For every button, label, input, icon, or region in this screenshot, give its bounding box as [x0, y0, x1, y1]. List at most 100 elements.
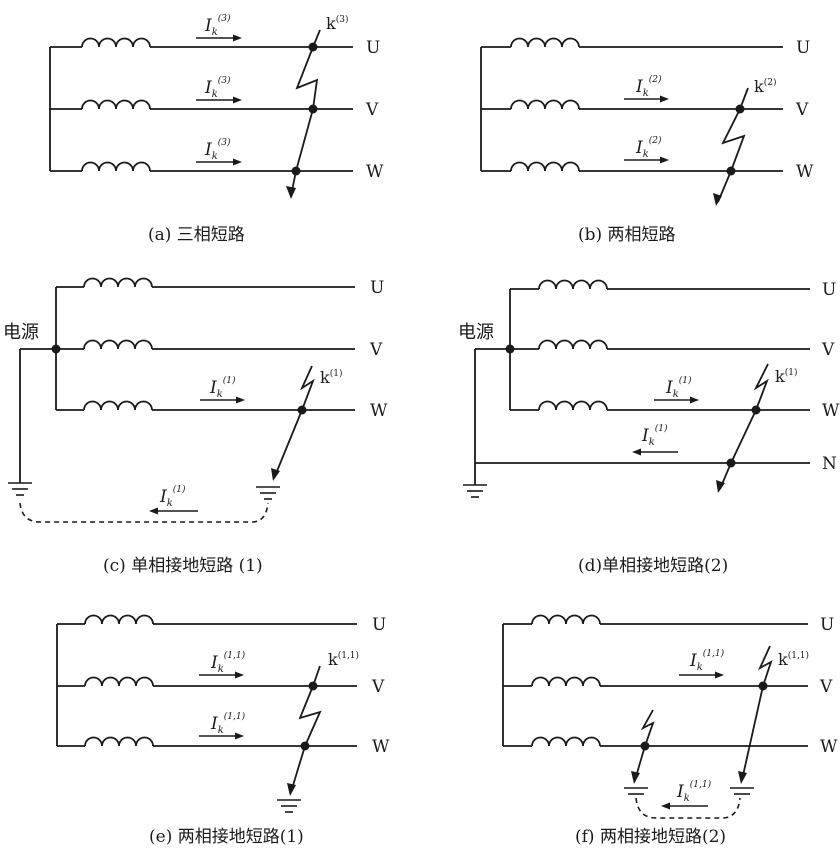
- caption-c: (c) 单相接地短路 (1): [103, 556, 263, 576]
- fault-node-n: [726, 458, 736, 468]
- phase-label-v: V: [371, 677, 385, 697]
- current-label: Ik(1,1): [210, 650, 246, 675]
- panel-e-fault-bolt: [287, 665, 322, 796]
- phase-label-w: W: [796, 162, 814, 182]
- current-label: Ik(3): [204, 13, 231, 38]
- current-label: Ik(3): [204, 75, 231, 100]
- phase-label-w: W: [820, 737, 838, 757]
- current-label: Ik(1,1): [689, 648, 725, 673]
- panel-b-fault-bolt: [713, 87, 749, 206]
- phase-label-v: V: [795, 100, 809, 120]
- current-label: Ik(1): [209, 375, 236, 400]
- phase-label-v: V: [365, 100, 379, 120]
- panel-b-two-phase-short-circuit: U V W k(2) Ik(2) Ik(2) (b) 两相短路: [480, 37, 814, 245]
- fault-point-label: k(2): [754, 77, 776, 96]
- fault-node-w: [726, 166, 736, 176]
- current-label: Ik(1): [159, 484, 186, 509]
- current-arrow-c-w: Ik(1): [200, 375, 245, 404]
- fault-node-w: [640, 741, 650, 751]
- ground-return-path: [19, 502, 269, 523]
- caption-a: (a) 三相短路: [148, 225, 245, 245]
- neutral-node: [505, 344, 515, 354]
- panel-b-wiring: [480, 37, 783, 172]
- caption-b: (b) 两相短路: [578, 225, 676, 245]
- phase-label-w: W: [822, 401, 840, 421]
- panel-a-wiring: [49, 37, 353, 172]
- phase-label-u: U: [366, 38, 380, 58]
- neutral-node: [51, 344, 61, 354]
- panel-f-fault-bolt-w: [631, 709, 655, 784]
- phase-label-v: V: [819, 677, 833, 697]
- current-label: Ik(1): [641, 423, 668, 448]
- phase-label-v: V: [369, 340, 383, 360]
- ground-symbol-source: [8, 482, 32, 496]
- fault-point-label: k(1,1): [778, 650, 809, 669]
- caption-f: (f) 两相接地短路(2): [575, 827, 726, 847]
- phase-label-w: W: [366, 162, 384, 182]
- fault-node-v: [735, 104, 745, 114]
- ground-symbol-fault-v: [730, 787, 754, 795]
- fault-node-v: [308, 104, 318, 114]
- current-arrow-e-w: Ik(1,1): [199, 711, 246, 740]
- phase-label-u: U: [370, 278, 384, 298]
- current-arrow-e-v: Ik(1,1): [199, 650, 246, 679]
- phase-label-n: N: [822, 454, 837, 474]
- panel-c-wiring: [19, 277, 355, 483]
- panel-f-wiring: [502, 614, 808, 747]
- current-arrow-a-v: Ik(3): [196, 75, 242, 104]
- source-label: 电源: [458, 322, 494, 343]
- current-arrow-b-w: Ik(2): [624, 135, 669, 164]
- current-arrow-c-return: Ik(1): [149, 484, 198, 515]
- ground-return-path: [635, 797, 741, 819]
- current-arrow-f-return: Ik(1,1): [661, 779, 712, 810]
- panel-f-two-phase-ground-fault-2: U V W k(1,1) Ik(1,1) Ik(1,1): [502, 614, 838, 847]
- panel-a-three-phase-short-circuit: U V W k(3) Ik(3) Ik(3) Ik(3) (a) 三相短路: [49, 13, 384, 245]
- ground-symbol-fault: [256, 486, 280, 500]
- phase-label-u: U: [822, 280, 836, 300]
- panel-e-wiring: [56, 614, 357, 747]
- phase-label-u: U: [796, 38, 810, 58]
- panel-f-fault-bolt-v: [738, 645, 773, 784]
- fault-node-w: [291, 166, 301, 176]
- caption-e: (e) 两相接地短路(1): [149, 827, 304, 847]
- fault-node-w: [751, 405, 761, 415]
- ground-symbol-fault-w: [624, 787, 648, 795]
- current-arrow-a-u: Ik(3): [196, 13, 242, 42]
- current-arrow-f-v: Ik(1,1): [679, 648, 725, 679]
- fault-node-v: [308, 681, 318, 691]
- current-arrow-d-w: Ik(1): [654, 375, 699, 404]
- current-label: Ik(1,1): [210, 711, 246, 736]
- fault-point-label: k(1,1): [328, 650, 359, 669]
- current-label: Ik(1): [665, 375, 692, 400]
- fault-node-v: [758, 681, 768, 691]
- panel-d-single-phase-ground-fault-2: 电源 U V W N k(1) Ik(1) Ik(1) (d)单相接地短路(2): [458, 279, 840, 576]
- fault-node-w: [297, 405, 307, 415]
- fault-point-label: k(1): [320, 368, 342, 387]
- current-label: Ik(1,1): [676, 779, 712, 804]
- fault-node-u: [308, 42, 318, 52]
- ground-symbol-fault: [277, 799, 301, 813]
- current-label: Ik(2): [635, 74, 662, 99]
- phase-label-v: V: [821, 340, 835, 360]
- panel-d-fault-bolt: [716, 363, 769, 493]
- ground-symbol-source: [463, 484, 487, 498]
- current-label: Ik(2): [635, 135, 662, 160]
- phase-label-w: W: [372, 737, 390, 757]
- fault-node-w: [300, 741, 310, 751]
- source-label: 电源: [3, 322, 39, 343]
- caption-d: (d)单相接地短路(2): [578, 556, 728, 576]
- panel-c-single-phase-ground-fault-1: 电源 U V W k(1) Ik(1) Ik(1) (c) 单: [3, 277, 388, 576]
- panel-c-fault-bolt: [271, 365, 315, 481]
- current-arrow-d-n: Ik(1): [632, 423, 678, 456]
- phase-label-u: U: [372, 615, 386, 635]
- phase-label-w: W: [370, 401, 388, 421]
- panel-d-wiring: [474, 279, 810, 485]
- fault-point-label: k(3): [326, 14, 348, 33]
- panel-a-fault-bolt: [286, 29, 321, 199]
- current-label: Ik(3): [204, 137, 231, 162]
- panel-e-two-phase-ground-fault-1: U V W k(1,1) Ik(1,1) Ik(1,1) (e) 两相接地短路(…: [56, 614, 390, 847]
- fault-point-label: k(1): [775, 367, 797, 386]
- phase-label-u: U: [820, 615, 834, 635]
- current-arrow-b-v: Ik(2): [624, 74, 669, 103]
